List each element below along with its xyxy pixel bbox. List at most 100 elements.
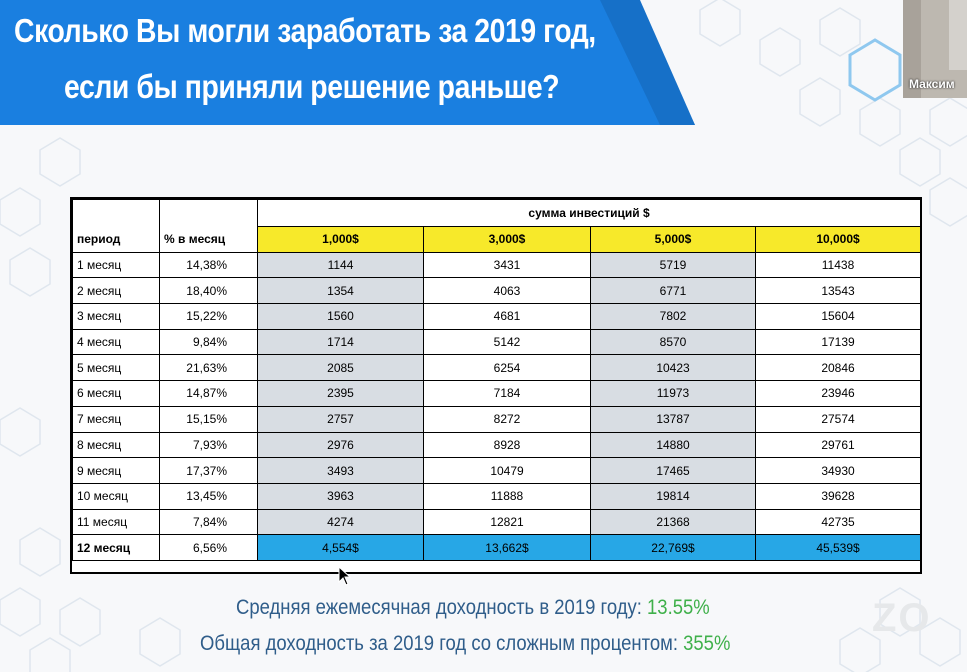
webcam-thumbnail[interactable]: Максим xyxy=(903,0,967,98)
cell-period: 2 месяц xyxy=(72,277,160,305)
cell-percent: 14,87% xyxy=(159,380,258,407)
cell-percent: 18,40% xyxy=(159,277,258,305)
table-row: 9 месяц 17,37% 3493 10479 17465 34930 xyxy=(72,457,922,484)
cell-value: 20846 xyxy=(754,354,922,382)
cell-value: 5719 xyxy=(590,251,756,279)
cell-value: 21368 xyxy=(590,508,756,536)
table-row: 7 месяц 15,15% 2757 8272 13787 27574 xyxy=(72,405,922,433)
header-period: период xyxy=(72,199,160,253)
cell-value: 2395 xyxy=(257,380,424,407)
cell-percent: 6,56% xyxy=(159,534,258,561)
average-return-label: Средняя ежемесячная доходность в 2019 го… xyxy=(236,596,642,619)
cell-value: 17139 xyxy=(754,328,922,356)
cell-value: 6254 xyxy=(423,354,591,382)
cell-period: 4 месяц xyxy=(72,328,160,356)
cell-period: 10 месяц xyxy=(72,482,160,510)
table-row: 8 месяц 7,93% 2976 8928 14880 29761 xyxy=(72,431,922,459)
investment-table: период % в месяц сумма инвестиций $ 1,00… xyxy=(70,197,922,574)
cell-final-value: 4,554$ xyxy=(257,534,424,561)
cell-value: 11438 xyxy=(754,251,922,279)
cell-value: 42735 xyxy=(754,508,922,536)
amount-header-row: 1,000$ 3,000$ 5,000$ 10,000$ xyxy=(73,226,922,253)
cell-value: 27574 xyxy=(754,405,922,433)
cell-value: 1144 xyxy=(257,251,424,279)
cell-value: 14880 xyxy=(590,431,756,459)
cell-value: 15604 xyxy=(754,303,922,330)
total-annual-return: Общая доходность за 2019 год со сложным … xyxy=(200,632,730,656)
table-row: 5 месяц 21,63% 2085 6254 10423 20846 xyxy=(72,354,922,382)
cell-value: 19814 xyxy=(590,482,756,510)
cell-percent: 14,38% xyxy=(159,251,258,279)
cell-period: 12 месяц xyxy=(72,534,160,561)
cell-value: 13787 xyxy=(590,405,756,433)
mouse-cursor-icon xyxy=(338,566,352,586)
cell-value: 39628 xyxy=(754,482,922,510)
cell-value: 10423 xyxy=(590,354,756,382)
cell-value: 2757 xyxy=(257,405,424,433)
cell-period: 7 месяц xyxy=(72,405,160,433)
cell-value: 4274 xyxy=(257,508,424,536)
cell-value: 13543 xyxy=(754,277,922,305)
header-amount: 1,000$ xyxy=(257,226,424,253)
table-row: 11 месяц 7,84% 4274 12821 21368 42735 xyxy=(72,508,922,536)
zoom-watermark: ZO xyxy=(872,596,932,640)
cell-value: 11973 xyxy=(590,380,756,407)
participant-name: Максим xyxy=(909,77,955,91)
cell-value: 8570 xyxy=(590,328,756,356)
cell-value: 7802 xyxy=(590,303,756,330)
banner-shape xyxy=(0,0,695,125)
cell-period: 1 месяц xyxy=(72,251,160,279)
cell-value: 17465 xyxy=(590,457,756,484)
average-monthly-return: Средняя ежемесячная доходность в 2019 го… xyxy=(236,596,710,620)
cell-value: 2976 xyxy=(257,431,424,459)
cell-period: 3 месяц xyxy=(72,303,160,330)
cell-period: 9 месяц xyxy=(72,457,160,484)
table-row: 1 месяц 14,38% 1144 3431 5719 11438 xyxy=(72,251,922,279)
cell-value: 23946 xyxy=(754,380,922,407)
cell-value: 4063 xyxy=(423,277,591,305)
header-investment-sum: сумма инвестиций $ xyxy=(256,199,922,227)
slide-title-line-2: если бы приняли решение раньше? xyxy=(64,68,560,105)
cell-value: 8272 xyxy=(423,405,591,433)
cell-final-value: 13,662$ xyxy=(423,534,591,561)
cell-percent: 9,84% xyxy=(159,328,258,356)
cell-period: 5 месяц xyxy=(72,354,160,382)
cell-value: 34930 xyxy=(754,457,922,484)
cell-value: 1560 xyxy=(257,303,424,330)
header-amount: 5,000$ xyxy=(590,226,756,253)
total-return-label: Общая доходность за 2019 год со сложным … xyxy=(200,632,678,655)
cell-percent: 7,93% xyxy=(159,431,258,459)
cell-value: 4681 xyxy=(423,303,591,330)
header-percent-per-month: % в месяц xyxy=(159,199,258,253)
cell-value: 11888 xyxy=(423,482,591,510)
cell-value: 6771 xyxy=(590,277,756,305)
cell-value: 12821 xyxy=(423,508,591,536)
cell-percent: 7,84% xyxy=(159,508,258,536)
cell-value: 5142 xyxy=(423,328,591,356)
table-header-row: период % в месяц сумма инвестиций $ xyxy=(72,199,922,253)
cell-value: 3431 xyxy=(423,251,591,279)
cell-percent: 17,37% xyxy=(159,457,258,484)
cell-percent: 15,22% xyxy=(159,303,258,330)
table-row: 3 месяц 15,22% 1560 4681 7802 15604 xyxy=(72,303,922,330)
cell-value: 3493 xyxy=(257,457,424,484)
total-return-value: 355% xyxy=(683,632,731,655)
cell-value: 8928 xyxy=(423,431,591,459)
cell-percent: 15,15% xyxy=(159,405,258,433)
cell-final-value: 45,539$ xyxy=(754,534,922,561)
cell-value: 10479 xyxy=(423,457,591,484)
cell-final-value: 22,769$ xyxy=(590,534,756,561)
header-amount: 3,000$ xyxy=(423,226,591,253)
table-row-final-month: 12 месяц 6,56% 4,554$ 13,662$ 22,769$ 45… xyxy=(72,534,922,561)
cell-value: 1714 xyxy=(257,328,424,356)
cell-value: 29761 xyxy=(754,431,922,459)
table-row: 10 месяц 13,45% 3963 11888 19814 39628 xyxy=(72,482,922,510)
cell-period: 11 месяц xyxy=(72,508,160,536)
cell-percent: 13,45% xyxy=(159,482,258,510)
cell-value: 1354 xyxy=(257,277,424,305)
slide-title-line-1: Сколько Вы могли заработать за 2019 год, xyxy=(14,12,596,49)
cell-period: 8 месяц xyxy=(72,431,160,459)
cell-percent: 21,63% xyxy=(159,354,258,382)
person-silhouette-icon xyxy=(903,0,967,98)
